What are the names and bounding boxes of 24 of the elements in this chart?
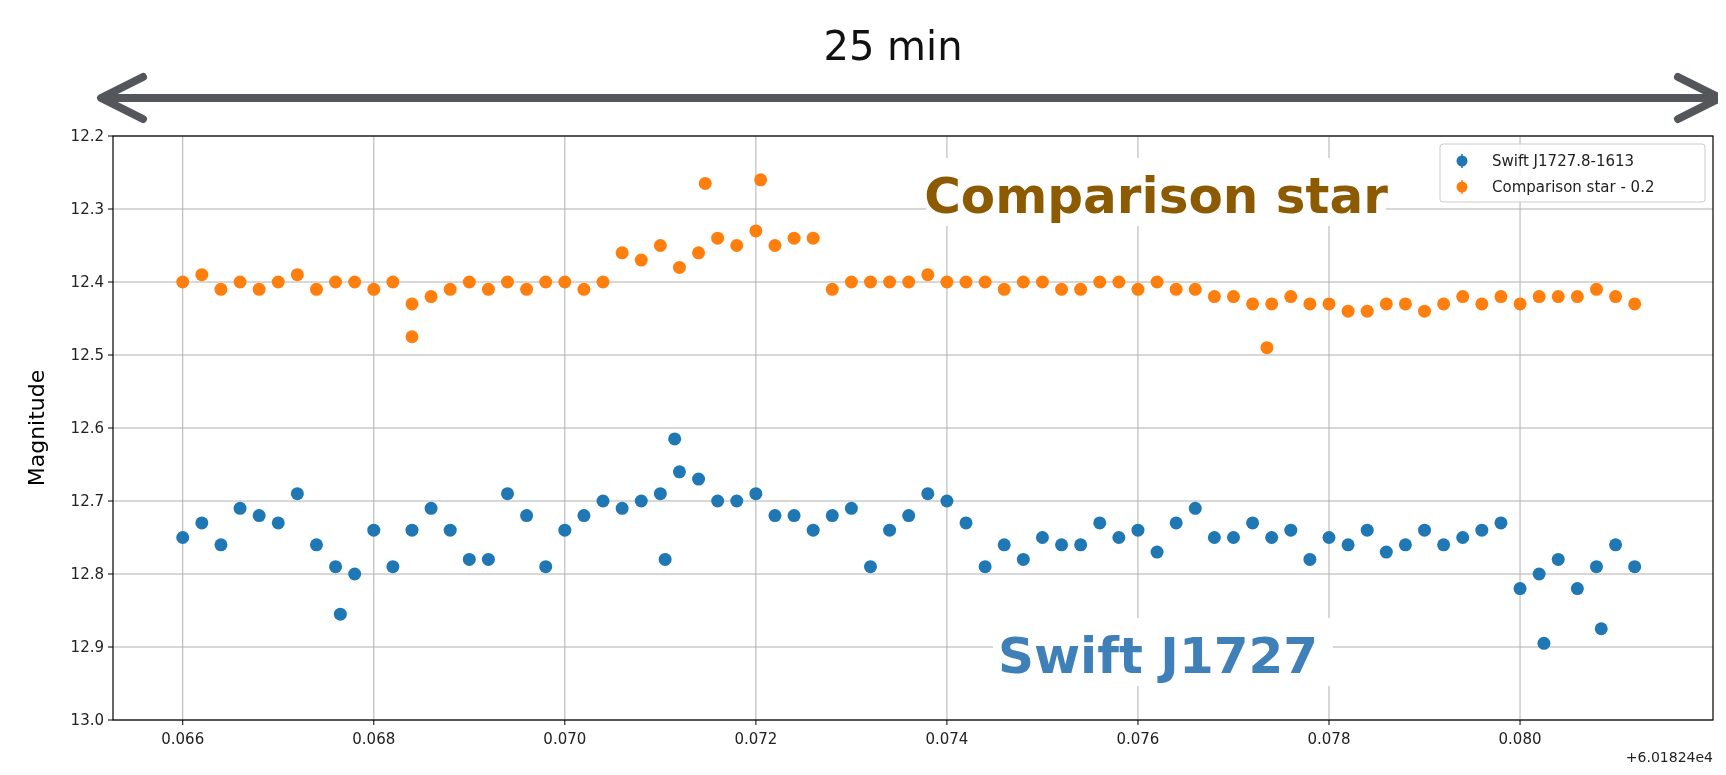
- y-tick-label: 12.7: [70, 492, 104, 510]
- x-tick-label: 0.066: [161, 730, 205, 748]
- y-tick-label: 12.5: [70, 346, 104, 364]
- annotation: Comparison star: [924, 167, 1389, 225]
- x-tick-label: 0.076: [1116, 730, 1160, 748]
- y-tick-label: 12.4: [70, 273, 104, 291]
- text: 25 min: [823, 23, 963, 69]
- y-tick-label: 12.2: [70, 127, 104, 145]
- y-tick-label: 12.9: [70, 638, 104, 656]
- y-axis-title: Magnitude: [24, 369, 49, 487]
- y-tick-label: 12.3: [70, 200, 104, 218]
- y-tick-label: 12.6: [70, 419, 104, 437]
- x-tick-label: 0.078: [1307, 730, 1351, 748]
- x-tick-label: 0.068: [352, 730, 396, 748]
- annotation: Swift J1727: [997, 627, 1319, 685]
- x-tick-label: 0.070: [543, 730, 587, 748]
- x-tick-label: 0.074: [925, 730, 969, 748]
- legend-label: Comparison star - 0.2: [1492, 178, 1655, 196]
- legend-label: Swift J1727.8-1613: [1492, 152, 1635, 170]
- x-tick-label: 0.080: [1498, 730, 1542, 748]
- x-tick-label: 0.072: [734, 730, 778, 748]
- y-tick-label: 13.0: [70, 711, 104, 729]
- text: +6.01824e4: [1625, 749, 1714, 765]
- y-tick-label: 12.8: [70, 565, 104, 583]
